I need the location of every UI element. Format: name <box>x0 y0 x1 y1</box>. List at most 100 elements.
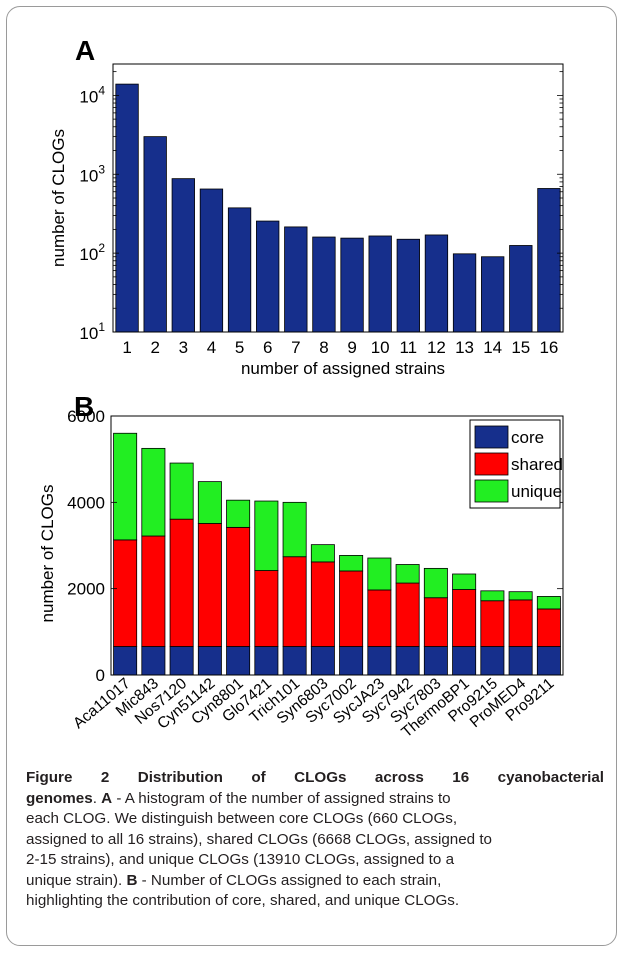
caption-line-3: each CLOG. We distinguish between core C… <box>26 810 458 827</box>
panel-b-bar-unique <box>452 573 477 590</box>
panel-b-bar-shared <box>423 597 448 647</box>
figure-caption: Figure 2 Distribution of CLOGs across 16… <box>26 768 604 912</box>
caption-panel-a-label: A <box>101 789 113 807</box>
panel-b-bar-core <box>141 646 166 676</box>
panel-b-y-tick-label: 6000 <box>67 407 105 426</box>
panel-a-x-tick-label: 8 <box>319 338 328 357</box>
panel-a-bar <box>424 234 449 333</box>
panel-b-bar-unique <box>508 591 533 601</box>
panel-a-bar <box>199 188 224 333</box>
panel-b-y-axis-label: number of CLOGs <box>38 485 57 623</box>
panel-b-bar-unique <box>423 567 448 599</box>
panel-a-x-tick-label: 11 <box>399 338 417 357</box>
panel-a-bar <box>143 136 167 333</box>
panel-a-bar <box>115 83 139 333</box>
panel-a-bar <box>452 253 477 333</box>
panel-b-bar-core <box>169 646 194 676</box>
caption-line-5: 2-15 strains), and unique CLOGs (13910 C… <box>26 851 455 868</box>
panel-b-bar-core <box>282 646 307 676</box>
panel-a-x-tick-label: 14 <box>483 338 502 357</box>
panel-b-bar-core <box>536 646 561 676</box>
panel-a-bar <box>312 236 336 333</box>
panel-b-legend-swatch-core <box>474 425 509 449</box>
panel-a-y-tick-label: 102 <box>79 241 105 264</box>
panel-b-bar-shared <box>367 589 392 647</box>
panel-b-legend-swatch-unique <box>474 479 509 503</box>
panel-b-bar-unique <box>480 590 505 602</box>
panel-b-bar-shared <box>197 523 222 647</box>
panel-b-label: B <box>74 391 94 422</box>
panel-b-bar-unique <box>339 555 364 572</box>
panel-b-bar-shared <box>169 518 194 647</box>
panel-a-bar <box>396 238 420 333</box>
panel-b-bar-unique <box>310 544 335 563</box>
panel-b-bar-shared <box>395 582 420 647</box>
panel-b-bar-unique <box>141 447 166 537</box>
panel-b-legend-swatch-shared <box>474 452 509 476</box>
panel-b-bar-unique <box>254 500 279 571</box>
caption-line-1: Figure 2 Distribution of CLOGs across 16… <box>26 768 604 789</box>
panel-a-x-tick-label: 7 <box>291 338 300 357</box>
panel-b-bar-core <box>197 646 222 676</box>
panel-b-bar-core <box>423 646 448 676</box>
panel-a-x-tick-label: 10 <box>371 338 390 357</box>
panel-b-bar-unique <box>226 499 251 528</box>
panel-a-bar <box>368 235 392 333</box>
caption-line-4: assigned to all 16 strains), shared CLOG… <box>26 830 492 848</box>
panel-b-bar-core <box>339 646 364 676</box>
panel-a-x-tick-label: 3 <box>179 338 188 357</box>
caption-title: Figure 2 Distribution of CLOGs across 16… <box>26 769 604 786</box>
panel-a-x-axis-label: number of assigned strains <box>241 359 445 378</box>
panel-b-y-tick-label: 4000 <box>67 493 105 512</box>
panel-a-bar <box>481 256 505 333</box>
panel-a-x-tick-label: 15 <box>511 338 530 357</box>
panel-b-bar-unique <box>536 596 561 610</box>
caption-line-7: highlighting the contribution of core, s… <box>26 892 460 909</box>
panel-a-label: A <box>75 35 95 66</box>
panel-b-bar-shared <box>536 608 561 647</box>
panel-b-bar-unique <box>169 462 194 520</box>
caption-panel-a-text: - A histogram of the number of assigned … <box>112 789 451 807</box>
panel-a-x-tick-label: 16 <box>539 338 558 357</box>
caption-line-6-start: unique strain). <box>26 871 127 889</box>
panel-b-bar-core <box>480 646 505 676</box>
panel-b-bar-shared <box>141 535 166 647</box>
figure-charts: 1 2 3 4 5 6 7 8 9 10 11 12 13 14 15 16101102103104numbe… <box>38 35 564 741</box>
panel-b-y-tick-label: 0 <box>96 666 105 685</box>
panel-b-bar-core <box>452 646 477 676</box>
panel-b-bar-unique <box>395 564 420 584</box>
panel-b-bar-core <box>395 646 420 676</box>
panel-a-bar <box>256 220 280 333</box>
panel-a-x-tick-label: 1 <box>122 338 131 357</box>
panel-a-bar <box>171 178 195 333</box>
panel-a-x-tick-label: 12 <box>427 338 446 357</box>
panel-b-bar-core <box>367 646 392 676</box>
panel-b-bar-shared <box>226 526 251 647</box>
caption-panel-b-text: - Number of CLOGs assigned to each strai… <box>137 871 442 889</box>
panel-a-bar <box>509 245 533 333</box>
panel-b-bar-shared <box>113 539 138 647</box>
panel-a-y-tick-label: 103 <box>79 162 105 185</box>
panel-b-bar-unique <box>282 501 307 558</box>
panel-b-y-tick-label: 2000 <box>67 580 105 599</box>
panel-a-y-tick-label: 104 <box>79 83 105 106</box>
panel-a-y-tick-label: 101 <box>79 320 105 343</box>
panel-a-x-tick-label: 4 <box>207 338 216 357</box>
panel-b-bar-core <box>226 646 251 676</box>
panel-a-bar <box>537 188 561 333</box>
panel-b-bar-shared <box>339 570 364 647</box>
panel-a-x-tick-label: 9 <box>347 338 356 357</box>
panel-a-bar <box>284 226 308 333</box>
panel-b-bar-core <box>508 646 533 676</box>
panel-b-bar-shared <box>310 561 335 647</box>
panel-a-bar <box>340 237 364 333</box>
panel-a-y-axis-label: number of CLOGs <box>49 129 68 267</box>
panel-b-legend-label-unique: unique <box>511 482 562 501</box>
panel-a-x-tick-label: 5 <box>235 338 244 357</box>
panel-a-x-tick-label: 13 <box>455 338 474 357</box>
panel-b-axes-box <box>110 415 564 676</box>
panel-b-legend-label-shared: shared <box>511 455 563 474</box>
panel-a-bar <box>227 207 252 333</box>
panel-b-bar-core <box>254 646 279 676</box>
panel-b-bar-unique <box>367 557 392 591</box>
